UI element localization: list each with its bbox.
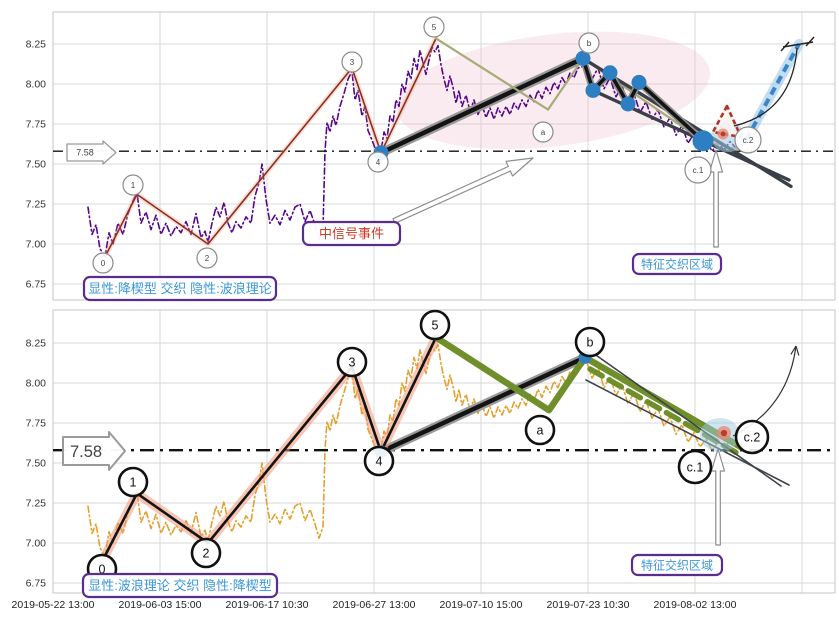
projection-line [744, 43, 801, 141]
wave-label-text: 1 [130, 476, 137, 490]
y-tick-label: 7.25 [26, 498, 47, 510]
x-tick-label: 2019-06-27 13:00 [333, 599, 416, 611]
guide-curve [733, 47, 798, 127]
signal-event-label: 中信号事件 [319, 226, 384, 241]
wave-label-text: 0 [99, 563, 106, 577]
y-tick-label: 7.50 [26, 458, 47, 470]
wave-label-text: b [587, 39, 592, 48]
legend-top-label: 显性:降楔型 交织 隐性:波浪理论 [88, 281, 271, 296]
wave-label-text: c.1 [687, 461, 704, 475]
y-tick-label: 6.75 [26, 279, 47, 291]
level-pointer-icon [62, 431, 126, 471]
highlight-ellipse [396, 31, 710, 150]
y-tick-label: 6.75 [26, 578, 47, 590]
y-tick-label: 8.00 [26, 79, 47, 91]
x-tick-label: 2019-06-17 10:30 [226, 599, 309, 611]
wave-label-text: 2 [205, 254, 210, 263]
wave-label-text: 3 [350, 58, 355, 67]
wave-label-circle-1 [122, 174, 144, 196]
wave-label-circle-4 [363, 445, 395, 477]
wave-label-text: 1 [131, 181, 136, 190]
wave-label-text: b [587, 336, 594, 350]
wave-label-text: a [541, 128, 546, 137]
wave-zigzag-bottom [103, 336, 438, 558]
wave-label-text: 3 [349, 356, 356, 370]
feature-zone-top-label: 特征交织区域 [641, 256, 713, 271]
legend-bottom-box [81, 572, 279, 599]
pivot-dot [692, 130, 714, 152]
y-tick-label: 7.50 [26, 159, 47, 171]
y-tick-label: 7.75 [26, 418, 47, 430]
wave-label-circle-c.2 [734, 126, 762, 154]
x-tick-label: 2019-06-03 15:00 [119, 599, 202, 611]
pivot-dot [575, 50, 591, 66]
wave-label-circle-b [574, 326, 606, 358]
wave-label-circle-a [532, 121, 554, 143]
wave-label-text: 0 [101, 259, 106, 268]
wave-label-circle-5 [423, 16, 445, 38]
pointer-arrow-icon [710, 448, 726, 546]
wave-label-text: 4 [376, 455, 383, 469]
pivot-dot [631, 74, 647, 90]
feature-zone-bottom-label: 特征交织区域 [641, 557, 713, 572]
wave-label-circle-c.2 [734, 419, 770, 455]
legend-top-box [82, 275, 278, 302]
wave-label-text: 5 [432, 23, 437, 32]
level-pointer-icon [66, 140, 117, 165]
pointer-arrow-icon [392, 157, 534, 224]
wave-label-text: c.1 [693, 166, 704, 175]
y-tick-label: 7.00 [26, 239, 47, 251]
signal-blob [720, 131, 726, 137]
y-tick-label: 7.00 [26, 538, 47, 550]
wave-label-circle-3 [336, 346, 368, 378]
wave-label-circle-b [578, 32, 600, 54]
x-tick-label: 2019-07-23 10:30 [547, 599, 630, 611]
x-tick-label: 2019-07-10 15:00 [440, 599, 523, 611]
y-tick-label: 8.25 [26, 39, 47, 51]
wave-label-circle-a [524, 414, 556, 446]
wave-label-text: c.2 [743, 136, 754, 145]
y-tick-label: 8.25 [26, 338, 47, 350]
wave-label-text: a [537, 424, 544, 438]
wave-label-circle-4 [367, 151, 389, 173]
panel-bottom: 8.25 8.00 7.75 7.50 7.25 7.00 6.75 2019-05-22 1… [12, 309, 836, 611]
pivot-dot [602, 65, 618, 81]
signal-event-box [301, 220, 402, 247]
y-tick-label: 7.25 [26, 199, 47, 211]
wave-zigzag-top [104, 37, 437, 258]
wave-label-circle-2 [190, 537, 222, 569]
level-value: 7.58 [70, 443, 102, 461]
y-tick-label: 7.75 [26, 119, 47, 131]
signal-blob [720, 429, 728, 437]
x-tick-label: 2019-08-02 13:00 [654, 599, 737, 611]
level-value: 7.58 [76, 148, 94, 158]
x-tick-label: 2019-05-22 13:00 [12, 599, 95, 611]
panel-top: 8.25 8.00 7.75 7.50 7.25 7.00 6.75 0 1 2 3 4 5 a b c.1 c… [26, 11, 836, 302]
y-tick-label: 8.00 [26, 378, 47, 390]
wave-label-text: c.2 [744, 431, 761, 445]
wave-label-circle-1 [117, 466, 149, 498]
wave-label-text: 5 [432, 319, 439, 333]
pivot-dot [585, 82, 601, 98]
pointer-arrow-icon [708, 149, 724, 248]
feature-zone-bottom-box [630, 553, 724, 577]
legend-bottom-label: 显性:波浪理论 交织 隐性:降楔型 [88, 578, 271, 593]
target-cap-icon [805, 36, 815, 47]
wave-label-circle-3 [341, 51, 363, 73]
wave-label-circle-c.1 [684, 156, 712, 184]
wave-label-circle-0 [92, 252, 114, 274]
pivot-dot [620, 96, 636, 112]
wave-label-circle-c.1 [677, 449, 713, 485]
wave-label-text: 4 [376, 158, 381, 167]
wave-label-circle-5 [419, 309, 451, 341]
wave-label-text: 2 [203, 547, 210, 561]
wave-label-circle-2 [196, 247, 218, 269]
feature-zone-top-box [631, 252, 723, 276]
